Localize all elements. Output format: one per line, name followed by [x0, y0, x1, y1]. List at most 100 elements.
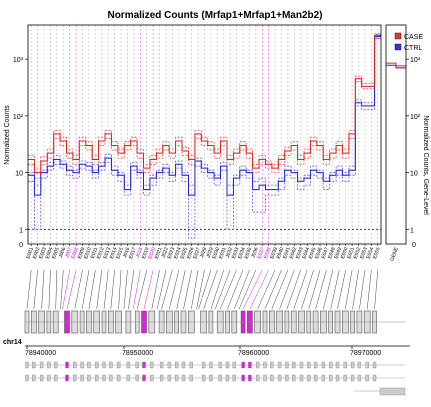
x-tick-label: E033	[231, 246, 241, 259]
transcript-exon	[307, 374, 311, 382]
transcript-exon	[65, 374, 69, 382]
x-tick-label: E034	[237, 246, 247, 259]
feature-connector	[301, 269, 314, 310]
y-axis-label: Normalized Counts	[4, 105, 11, 165]
transcript-exon	[329, 374, 333, 382]
x-tick-label: E008	[70, 246, 80, 259]
transcript-exon	[372, 374, 377, 382]
feature-connector	[196, 269, 205, 310]
feature-connector	[366, 269, 372, 310]
feature-connector	[143, 269, 154, 310]
x-tick-label: E049	[334, 246, 344, 259]
transcript-exon	[87, 374, 91, 382]
axes: 1 10 10² 10³ 0 0 1 10 10² 10³ Normalized Counts Nor…	[4, 24, 429, 262]
feature-connector	[271, 269, 289, 310]
transcript-exon	[73, 374, 77, 382]
case-mean-line	[28, 35, 381, 174]
transcript-exon	[135, 361, 139, 369]
feature-connector	[156, 269, 167, 310]
transcript-exon	[87, 361, 91, 369]
x-tick-label: E051	[346, 246, 356, 259]
feature-connector	[60, 269, 64, 310]
x-tick-label: E026	[186, 246, 196, 259]
x-tick-label: E023	[167, 246, 177, 259]
y-axis-label-right: Normalized Counts, Gene-Level	[422, 115, 429, 215]
x-tick-label: E014	[109, 246, 119, 259]
x-tick-label: J028	[199, 246, 208, 258]
transcript-exon	[109, 374, 113, 382]
gene-ctrl-line	[386, 64, 406, 69]
ctrl-mean-line	[28, 36, 381, 196]
feature-connector	[66, 269, 77, 310]
feature-connector	[330, 269, 340, 310]
transcript-exon	[241, 374, 245, 382]
feature-connector	[214, 269, 231, 310]
x-tick-label: E002	[32, 246, 42, 259]
x-tick-label: E040	[276, 246, 286, 259]
transcript-exon	[116, 374, 121, 382]
grid	[28, 25, 381, 244]
x-tick-label: E024	[173, 246, 183, 259]
feature-connector	[103, 269, 109, 310]
transcript-exon	[47, 361, 51, 369]
transcript-exon	[292, 361, 296, 369]
feature-connector	[88, 269, 96, 310]
legend-label: CTRL	[404, 45, 422, 52]
x-tick-label: J018	[135, 246, 144, 258]
feature-connector	[210, 269, 224, 310]
x-tick-label: E039	[269, 246, 279, 259]
feature-connector	[62, 269, 70, 310]
transcript-exon	[343, 361, 347, 369]
feature-connector	[176, 269, 186, 310]
x-tick-label: E047	[321, 246, 331, 259]
transcript-exon	[102, 374, 106, 382]
transcript-exon	[256, 361, 260, 369]
feature-connector	[238, 269, 257, 310]
legend: CASE CTRL	[394, 32, 423, 52]
transcript-exon	[150, 374, 154, 382]
x-tick-label: E045	[308, 246, 318, 259]
transcript-exon	[232, 361, 236, 369]
transcript-exon	[232, 374, 236, 382]
transcript-tracks	[25, 361, 406, 396]
x-tick-label: E041	[282, 246, 292, 259]
feature-connector	[264, 269, 282, 310]
feature-connector	[96, 269, 103, 310]
feature-connector	[55, 269, 58, 310]
transcript-exon	[292, 374, 296, 382]
y-tick-label-right: 10²	[410, 114, 421, 121]
feature-connector	[183, 269, 192, 310]
x-tick-label: E048	[327, 246, 337, 259]
transcript-exon	[372, 361, 377, 369]
transcript-exon	[285, 374, 289, 382]
feature-connector	[359, 269, 366, 310]
feature-connector	[128, 269, 135, 310]
x-tick-label: J032	[225, 246, 234, 258]
plot-area	[28, 33, 406, 239]
feature-connector	[374, 269, 379, 310]
transcript-exon	[126, 361, 131, 369]
feature-connector	[110, 269, 115, 310]
transcript-exon	[379, 387, 406, 396]
transcript-exon	[65, 361, 69, 369]
feature-connector	[249, 269, 269, 310]
case-sample-line	[28, 35, 381, 173]
gene-panel-frame	[385, 24, 407, 245]
transcript-exon	[201, 374, 206, 382]
feature-connector	[279, 269, 295, 310]
transcript-exon	[365, 361, 369, 369]
transcript-exon	[159, 361, 164, 369]
x-tick-label: E054	[366, 246, 376, 259]
transcript-exon	[54, 374, 58, 382]
feature-connector	[352, 269, 359, 310]
genome-tick-label: 78960000	[238, 350, 269, 357]
x-tick-label: E035	[244, 246, 254, 259]
gene-model	[24, 310, 405, 334]
legend-swatch	[394, 43, 402, 51]
x-tick-label: E013	[102, 246, 112, 259]
transcript-exon	[365, 374, 369, 382]
x-tick-label: E055	[372, 246, 382, 259]
transcript-exon	[270, 361, 274, 369]
